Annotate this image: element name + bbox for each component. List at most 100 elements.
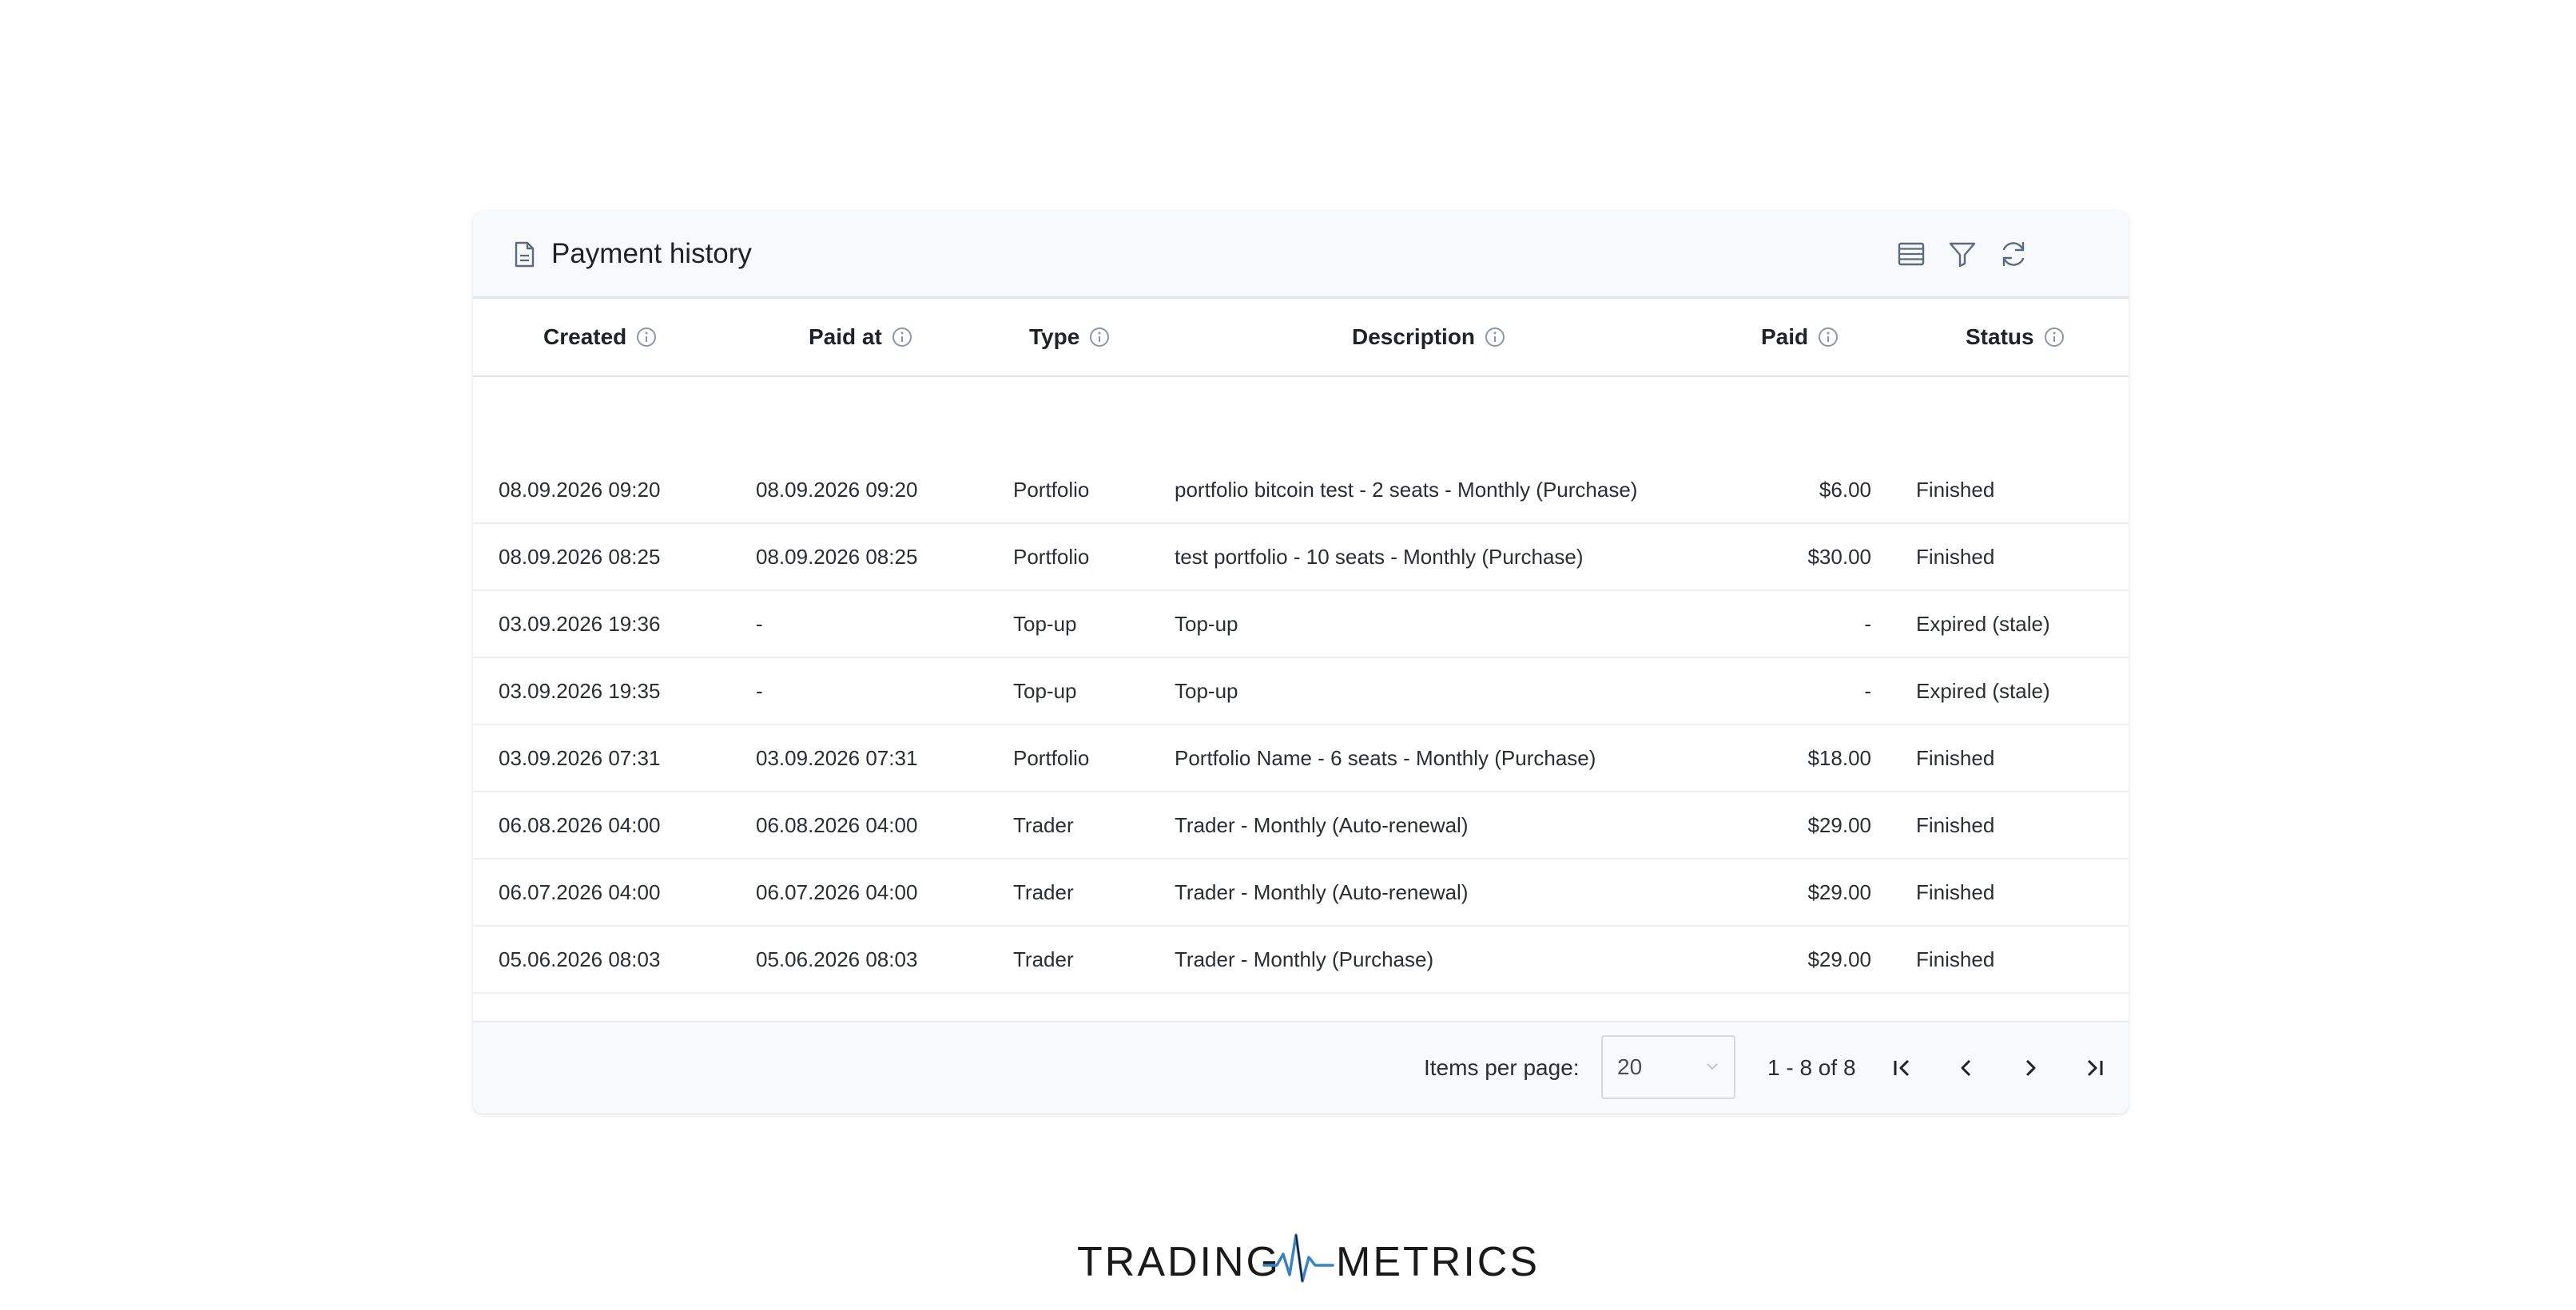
columns-button[interactable] xyxy=(1890,233,1932,275)
cell-paid-at: 06.07.2026 04:00 xyxy=(756,879,918,904)
table-row[interactable]: 06.08.2026 04:00 06.08.2026 04:00 Trader… xyxy=(473,792,2129,859)
columns-icon xyxy=(1898,242,1925,266)
previous-page-button[interactable] xyxy=(1945,1046,1988,1090)
cell-type: Top-up xyxy=(1013,678,1077,703)
info-icon[interactable] xyxy=(1089,327,1110,347)
cell-description: Trader - Monthly (Purchase) xyxy=(1175,947,1434,971)
cell-paid: $30.00 xyxy=(1807,544,1871,569)
cell-description: Trader - Monthly (Auto-renewal) xyxy=(1175,812,1469,837)
table-row[interactable]: 03.09.2026 07:31 03.09.2026 07:31 Portfo… xyxy=(473,725,2129,792)
column-header-paid-at[interactable]: Paid at xyxy=(809,299,912,375)
cell-created: 08.09.2026 08:25 xyxy=(499,544,661,569)
card-header: Payment history xyxy=(473,211,2129,299)
cell-created: 08.09.2026 09:20 xyxy=(499,477,661,502)
info-icon[interactable] xyxy=(892,327,912,347)
cell-description: Trader - Monthly (Auto-renewal) xyxy=(1175,879,1469,904)
cell-created: 03.09.2026 07:31 xyxy=(499,745,661,770)
cell-paid: - xyxy=(1864,678,1871,703)
info-icon[interactable] xyxy=(1485,327,1505,347)
cell-status: Finished xyxy=(1916,812,1995,837)
cell-paid: $29.00 xyxy=(1807,879,1871,904)
payment-history-card: Payment history Created xyxy=(473,211,2129,1114)
first-page-icon xyxy=(1894,1059,1910,1077)
column-header-description[interactable]: Description xyxy=(1352,299,1505,375)
last-page-button[interactable] xyxy=(2073,1046,2116,1090)
cell-created: 03.09.2026 19:35 xyxy=(499,678,661,703)
cell-description: test portfolio - 10 seats - Monthly (Pur… xyxy=(1175,544,1584,569)
cell-type: Trader xyxy=(1013,812,1074,837)
cell-status: Expired (stale) xyxy=(1916,678,2050,703)
cell-paid-at: 03.09.2026 07:31 xyxy=(756,745,918,770)
card-title: Payment history xyxy=(551,238,752,269)
cell-status: Finished xyxy=(1916,879,1995,904)
column-label: Type xyxy=(1029,324,1080,349)
column-label: Created xyxy=(543,324,627,349)
info-icon[interactable] xyxy=(1818,327,1839,347)
refresh-icon xyxy=(2002,241,2025,267)
items-per-page-label: Items per page: xyxy=(1424,1055,1580,1080)
filter-icon xyxy=(1949,242,1976,268)
cell-type: Trader xyxy=(1013,947,1074,971)
cell-paid: $18.00 xyxy=(1807,745,1871,770)
column-header-paid[interactable]: Paid xyxy=(1761,299,1839,375)
cell-created: 03.09.2026 19:36 xyxy=(499,611,661,636)
filter-button[interactable] xyxy=(1942,233,1983,275)
table-row[interactable]: 03.09.2026 19:36 - Top-up Top-up - Expir… xyxy=(473,591,2129,658)
table-header: Created Paid at Type Description Paid St… xyxy=(473,299,2129,377)
info-icon[interactable] xyxy=(2044,327,2065,347)
cell-paid: $29.00 xyxy=(1807,812,1871,837)
cell-created: 05.06.2026 08:03 xyxy=(499,947,661,971)
cell-paid: - xyxy=(1864,611,1871,636)
cell-status: Expired (stale) xyxy=(1916,611,2050,636)
column-label: Paid at xyxy=(809,324,882,349)
cell-status: Finished xyxy=(1916,544,1995,569)
cell-created: 06.07.2026 04:00 xyxy=(499,879,661,904)
refresh-button[interactable] xyxy=(1993,233,2034,275)
chevron-down-icon xyxy=(1707,1063,1718,1070)
cell-status: Finished xyxy=(1916,947,1995,971)
next-page-button[interactable] xyxy=(2009,1046,2052,1090)
logo-text-right: METRICS xyxy=(1336,1239,1540,1285)
column-label: Description xyxy=(1352,324,1476,349)
cell-paid-at: - xyxy=(756,678,763,703)
column-label: Paid xyxy=(1761,324,1809,349)
cell-paid: $6.00 xyxy=(1819,477,1871,502)
trading-metrics-logo: TRADING METRICS xyxy=(1077,1230,1537,1291)
column-header-created[interactable]: Created xyxy=(543,299,657,375)
pagination-bar: Items per page: 20 1 - 8 of 8 xyxy=(473,1021,2129,1114)
items-per-page-select[interactable]: 20 xyxy=(1601,1035,1735,1099)
cell-type: Portfolio xyxy=(1013,544,1090,569)
table-row[interactable]: 05.06.2026 08:03 05.06.2026 08:03 Trader… xyxy=(473,927,2129,994)
cell-description: Top-up xyxy=(1175,678,1238,703)
logo-text-left: TRADING xyxy=(1077,1239,1281,1285)
table-row[interactable]: 06.07.2026 04:00 06.07.2026 04:00 Trader… xyxy=(473,859,2129,927)
info-icon[interactable] xyxy=(636,327,657,347)
cell-paid-at: - xyxy=(756,611,763,636)
chevron-left-icon xyxy=(1961,1059,1971,1077)
cell-status: Finished xyxy=(1916,745,1995,770)
document-icon xyxy=(511,241,537,268)
cell-paid-at: 08.09.2026 08:25 xyxy=(756,544,918,569)
table-row[interactable]: 08.09.2026 08:25 08.09.2026 08:25 Portfo… xyxy=(473,524,2129,591)
cell-type: Top-up xyxy=(1013,611,1077,636)
cell-paid-at: 05.06.2026 08:03 xyxy=(756,947,918,971)
first-page-button[interactable] xyxy=(1881,1046,1924,1090)
column-label: Status xyxy=(1966,324,2034,349)
cell-created: 06.08.2026 04:00 xyxy=(499,812,661,837)
heartbeat-wave-icon xyxy=(1262,1233,1334,1283)
cell-status: Finished xyxy=(1916,477,1995,502)
column-header-status[interactable]: Status xyxy=(1966,299,2065,375)
chevron-right-icon xyxy=(2025,1059,2036,1077)
table-row[interactable]: 03.09.2026 19:35 - Top-up Top-up - Expir… xyxy=(473,658,2129,725)
cell-description: portfolio bitcoin test - 2 seats - Month… xyxy=(1175,477,1638,502)
last-page-icon xyxy=(2087,1059,2103,1077)
cell-paid-at: 08.09.2026 09:20 xyxy=(756,477,918,502)
table-row[interactable]: 08.09.2026 09:20 08.09.2026 09:20 Portfo… xyxy=(473,457,2129,524)
cell-description: Top-up xyxy=(1175,611,1238,636)
cell-type: Portfolio xyxy=(1013,745,1090,770)
column-header-type[interactable]: Type xyxy=(1029,299,1110,375)
cell-type: Trader xyxy=(1013,879,1074,904)
items-per-page-value: 20 xyxy=(1617,1054,1643,1079)
cell-type: Portfolio xyxy=(1013,477,1090,502)
cell-paid-at: 06.08.2026 04:00 xyxy=(756,812,918,837)
